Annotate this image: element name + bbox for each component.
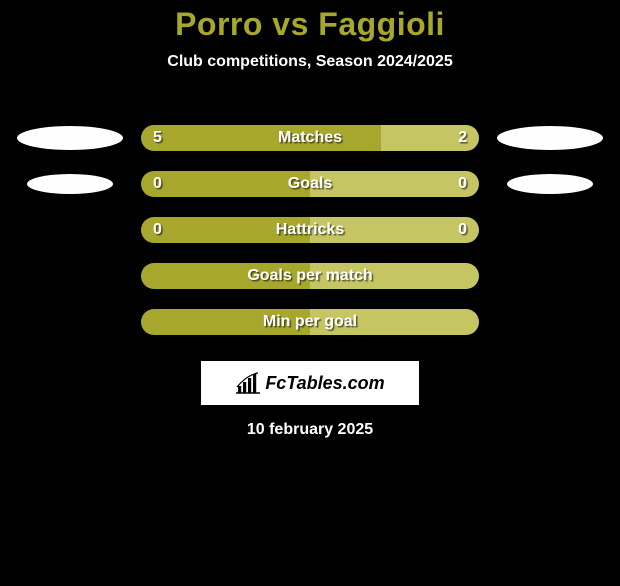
- bar-right: [310, 217, 479, 243]
- bar-left: [141, 217, 310, 243]
- value-left: 0: [153, 217, 162, 243]
- player-left-ellipse: [17, 126, 123, 150]
- player-right-ellipse: [497, 126, 603, 150]
- row-matches: 5 2 Matches: [0, 115, 620, 161]
- fctables-logo: FcTables.com: [201, 361, 419, 405]
- row-goals: 0 0 Goals: [0, 161, 620, 207]
- bar-left: [141, 263, 310, 289]
- bar-right: [310, 171, 479, 197]
- player-right-ellipse-small: [507, 174, 593, 194]
- bar-right: [310, 263, 479, 289]
- value-left: 5: [153, 125, 162, 151]
- row-hattricks: 0 0 Hattricks: [0, 207, 620, 253]
- bar-left: [141, 125, 381, 151]
- bar-min-per-goal: Min per goal: [141, 309, 479, 335]
- value-right: 0: [458, 171, 467, 197]
- row-min-per-goal: Min per goal: [0, 299, 620, 345]
- bar-right: [310, 309, 479, 335]
- logo-text: FcTables.com: [265, 373, 384, 394]
- value-right: 2: [458, 125, 467, 151]
- player-left-ellipse-small: [27, 174, 113, 194]
- bar-left: [141, 309, 310, 335]
- ellipse-slot-left: [17, 174, 123, 194]
- date-text: 10 february 2025: [0, 421, 620, 439]
- bar-chart-icon: [235, 372, 261, 394]
- bar-left: [141, 171, 310, 197]
- value-left: 0: [153, 171, 162, 197]
- bar-goals: 0 0 Goals: [141, 171, 479, 197]
- row-goals-per-match: Goals per match: [0, 253, 620, 299]
- subtitle: Club competitions, Season 2024/2025: [0, 53, 620, 71]
- bar-matches: 5 2 Matches: [141, 125, 479, 151]
- ellipse-slot-right: [497, 174, 603, 194]
- value-right: 0: [458, 217, 467, 243]
- page-title: Porro vs Faggioli: [0, 6, 620, 43]
- bar-goals-per-match: Goals per match: [141, 263, 479, 289]
- comparison-rows: 5 2 Matches 0 0 Goals 0 0 Hattricks: [0, 115, 620, 345]
- bar-hattricks: 0 0 Hattricks: [141, 217, 479, 243]
